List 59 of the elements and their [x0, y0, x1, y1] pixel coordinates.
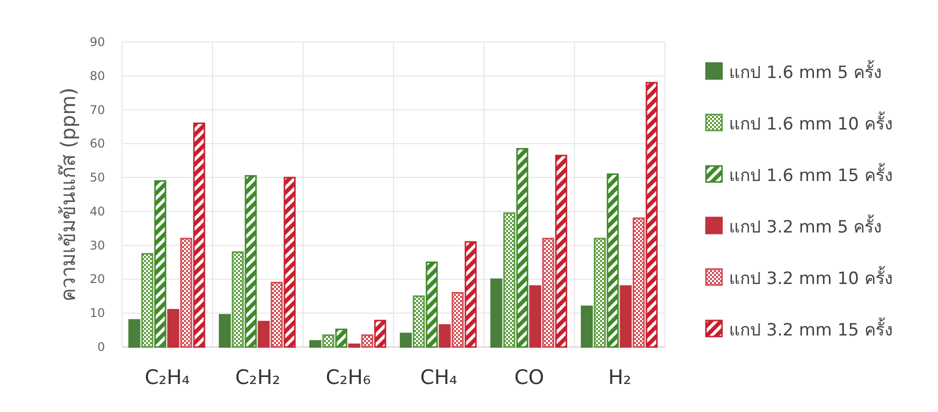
legend-label: แกป 3.2 mm 15 ครั้ง	[729, 318, 892, 340]
bar	[180, 238, 192, 348]
y-tick-label: 80	[90, 68, 105, 83]
bar	[426, 262, 438, 348]
x-tick-label: C₂H₆	[326, 365, 371, 389]
bar	[438, 324, 451, 348]
bar	[309, 340, 322, 348]
bar	[620, 285, 632, 348]
bar	[193, 122, 206, 348]
bar	[412, 295, 425, 348]
bar	[258, 320, 270, 348]
legend-label: แกป 1.6 mm 10 ครั้ง	[729, 112, 892, 134]
bar	[606, 173, 619, 348]
bar	[400, 332, 412, 348]
bar	[646, 82, 658, 348]
bar	[490, 278, 502, 348]
y-tick-label: 20	[90, 272, 105, 286]
legend-label: แกป 1.6 mm 15 ครั้ง	[729, 163, 892, 186]
bar	[141, 253, 154, 348]
bar	[128, 319, 140, 348]
bar	[594, 238, 606, 348]
y-axis-title: ความเข้มข้นแก๊ส (ppm)	[56, 88, 80, 302]
y-tick-label: 30	[90, 238, 105, 252]
legend-label: แกป 1.6 mm 5 ครั้ง	[729, 60, 882, 83]
bar	[361, 334, 374, 348]
y-tick-label: 0	[97, 340, 105, 354]
bar	[374, 320, 386, 348]
x-tick-label: C₂H₂	[235, 365, 280, 389]
bar	[632, 217, 645, 348]
legend-label: แกป 3.2 mm 5 ครั้ง	[729, 214, 882, 238]
x-tick-label: H₂	[608, 365, 632, 389]
y-tick-label: 90	[90, 35, 105, 49]
y-tick-label: 50	[90, 170, 105, 185]
x-tick-label: C₂H₄	[144, 365, 190, 389]
bar	[335, 328, 348, 348]
bar	[218, 314, 231, 348]
y-tick-label: 60	[90, 136, 105, 151]
bar	[529, 285, 542, 348]
bar	[154, 180, 166, 348]
bar	[284, 176, 296, 348]
bar	[232, 251, 244, 348]
y-tick-label: 40	[90, 204, 105, 218]
bar	[542, 238, 554, 348]
bar	[580, 306, 593, 348]
bar	[555, 154, 568, 348]
bar	[322, 334, 334, 348]
bar	[167, 308, 180, 348]
y-tick-label: 70	[90, 102, 105, 117]
bar	[503, 212, 516, 348]
x-tick-label: CO	[514, 365, 544, 389]
legend-label: แกป 3.2 mm 10 ครั้ง	[729, 266, 892, 289]
bar	[348, 344, 360, 348]
bar	[464, 241, 477, 348]
y-tick-label: 10	[90, 306, 105, 320]
bar	[452, 292, 464, 348]
x-tick-label: CH₄	[420, 365, 458, 389]
bar	[270, 282, 283, 348]
bar	[244, 175, 257, 348]
bar	[516, 148, 528, 348]
